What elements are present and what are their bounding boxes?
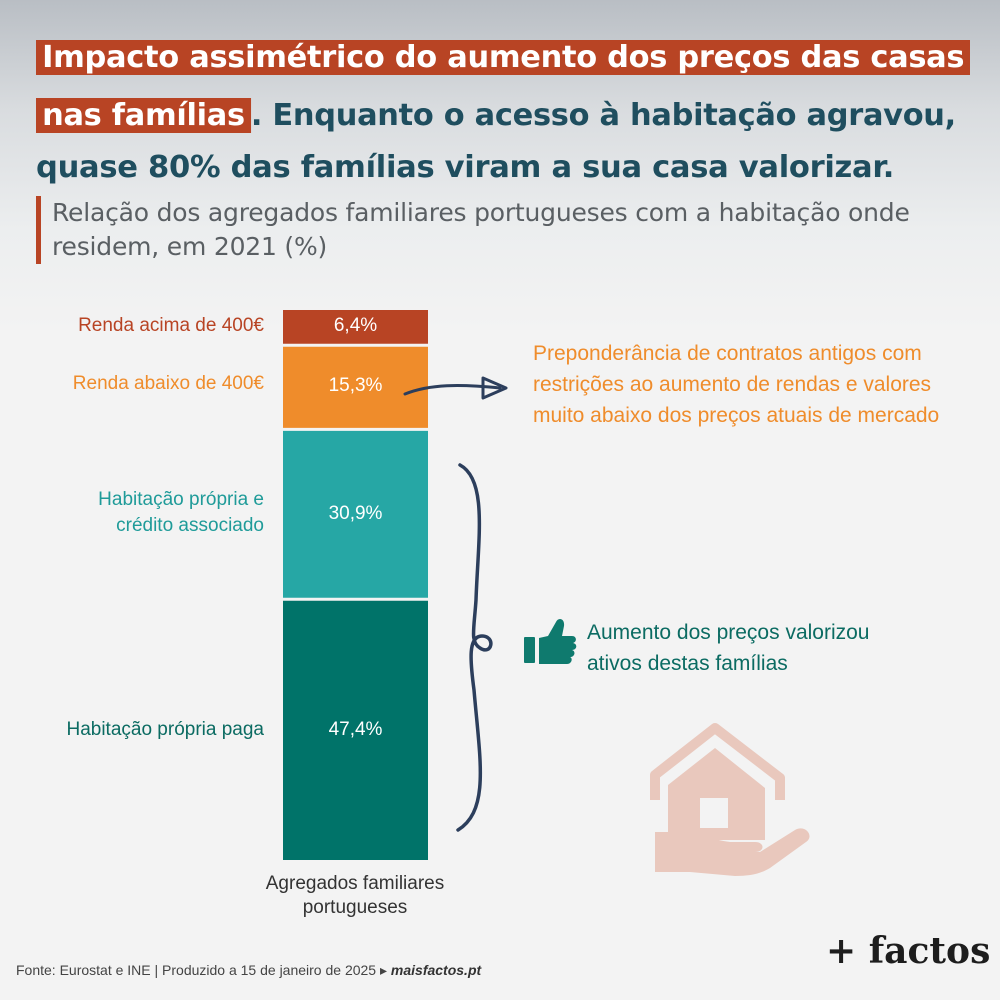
arrow-icon — [403, 384, 502, 396]
x-axis-label-line-1: Agregados familiares — [265, 873, 445, 894]
category-label-owned-credit-1: Habitação própria e — [98, 489, 264, 510]
category-label-rent-above-400: Renda acima de 400€ — [78, 315, 264, 336]
house-hand-icon — [650, 723, 810, 876]
category-label-owned-credit-2: crédito associado — [116, 515, 264, 536]
rent-annotation: Preponderância de contratos antigos com … — [533, 338, 939, 431]
owner-annotation-line-2: ativos destas famílias — [587, 652, 788, 675]
category-label-rent-below-400: Renda abaixo de 400€ — [72, 373, 264, 394]
x-axis-label-line-2: portugueses — [302, 897, 408, 918]
brand-logo: + factos — [826, 930, 991, 972]
owner-annotation: Aumento dos preços valorizou ativos dest… — [587, 617, 870, 679]
footer-source-text: Fonte: Eurostat e INE | Produzido a 15 d… — [16, 962, 391, 978]
segment-value-label-3: 30,9% — [328, 503, 383, 524]
segment-value-label-2: 15,3% — [328, 375, 383, 396]
title-highlight-1: Impacto assimétrico do aumento dos preço… — [36, 40, 971, 75]
footer-source: Fonte: Eurostat e INE | Produzido a 15 d… — [16, 962, 481, 979]
chart-subtitle: Relação dos agregados familiares portugu… — [36, 196, 952, 264]
title-line-1: Impacto assimétrico do aumento dos preço… — [36, 28, 971, 88]
footer-site-link[interactable]: maisfactos.pt — [390, 962, 482, 978]
segment-value-label-1: 6,4% — [333, 315, 378, 336]
rent-annotation-line-3: muito abaixo dos preços atuais de mercad… — [533, 404, 940, 427]
owner-annotation-line-1: Aumento dos preços valorizou — [587, 621, 870, 644]
title-line-3: quase 80% das famílias viram a sua casa … — [36, 150, 895, 185]
bar-segment-2 — [283, 345, 428, 430]
arrow-head — [481, 376, 508, 400]
title-line-2-rest: . Enquanto o acesso à habitação agravou, — [250, 98, 956, 133]
title-highlight-2: nas famílias — [36, 98, 251, 133]
thumbs-up-icon — [524, 618, 577, 664]
title-line-2: nas famílias. Enquanto o acesso à habita… — [36, 86, 956, 146]
brace-icon — [456, 463, 493, 832]
bar-segment-3 — [283, 429, 428, 600]
x-axis-label: Agregados familiares portugueses — [255, 872, 455, 920]
bar-segment-1 — [283, 310, 428, 346]
bar-segment-4 — [283, 599, 428, 860]
rent-annotation-line-2: restrições ao aumento de rendas e valore… — [533, 373, 932, 396]
rent-annotation-line-1: Preponderância de contratos antigos com — [533, 342, 922, 365]
stacked-bar — [283, 310, 428, 860]
segment-value-label-4: 47,4% — [328, 719, 383, 740]
category-label-owned-paid: Habitação própria paga — [66, 719, 264, 740]
